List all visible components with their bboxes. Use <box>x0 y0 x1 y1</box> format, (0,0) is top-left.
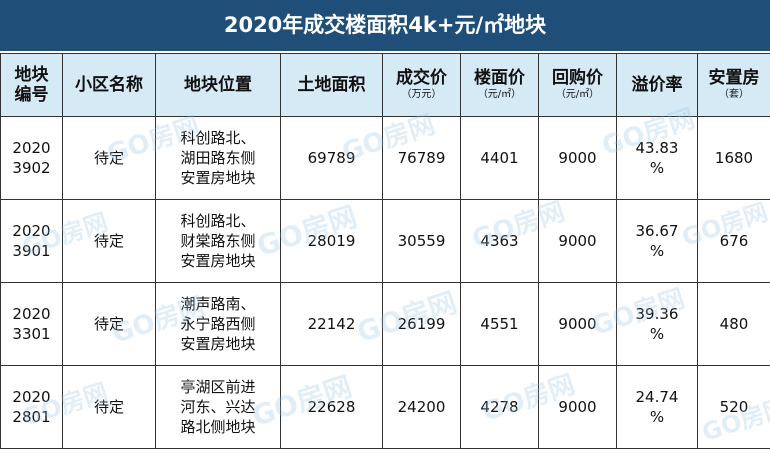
header-resettlement: 安置房 （套） <box>697 53 770 117</box>
cell-price: 24200 <box>382 365 461 449</box>
cell-floor-price: 4278 <box>460 365 539 449</box>
header-label: 小区名称 <box>75 75 143 95</box>
cell-resettlement: 676 <box>697 199 770 283</box>
header-plot-id: 地块 编号 <box>0 53 63 117</box>
header-community: 小区名称 <box>62 53 156 117</box>
header-label: 安置房 <box>708 68 760 88</box>
cell-premium: 39.36% <box>616 282 698 366</box>
cell-land-area: 22628 <box>280 365 383 449</box>
cell-floor-price: 4363 <box>460 199 539 283</box>
header-label: 成交价 <box>396 68 447 88</box>
header-label: 溢价率 <box>631 75 683 95</box>
cell-community: 待定 <box>62 365 156 449</box>
cell-floor-price: 4401 <box>460 116 539 200</box>
cell-price: 30559 <box>382 199 461 283</box>
cell-plot-id: 2020 3902 <box>0 116 63 200</box>
header-floor-price: 楼面价 （元/㎡） <box>460 53 539 117</box>
header-unit: （元/㎡） <box>477 89 522 100</box>
cell-land-area: 69789 <box>280 116 383 200</box>
header-label: 楼面价 <box>474 68 525 88</box>
cell-community: 待定 <box>62 282 156 366</box>
cell-price: 26199 <box>382 282 461 366</box>
cell-premium: 36.67% <box>616 199 698 283</box>
header-unit: （万元） <box>401 89 442 100</box>
cell-land-area: 22142 <box>280 282 383 366</box>
header-label: 地块位置 <box>184 75 252 95</box>
cell-location: 亭湖区前进 河东、兴达 路北侧地块 <box>155 365 281 449</box>
cell-buyback: 9000 <box>538 282 617 366</box>
header-location: 地块位置 <box>155 53 281 117</box>
header-price: 成交价 （万元） <box>382 53 461 117</box>
cell-location: 潮声路南、 永宁路西侧 安置房地块 <box>155 282 281 366</box>
cell-buyback: 9000 <box>538 365 617 449</box>
cell-resettlement: 480 <box>697 282 770 366</box>
cell-floor-price: 4551 <box>460 282 539 366</box>
cell-community: 待定 <box>62 199 156 283</box>
cell-land-area: 28019 <box>280 199 383 283</box>
cell-plot-id: 2020 3301 <box>0 282 63 366</box>
cell-premium: 43.83% <box>616 116 698 200</box>
header-unit: （套） <box>719 89 749 100</box>
cell-premium: 24.74% <box>616 365 698 449</box>
cell-location: 科创路北、 财棠路东侧 安置房地块 <box>155 199 281 283</box>
header-buyback: 回购价 （元/㎡） <box>538 53 617 117</box>
header-premium: 溢价率 <box>616 53 698 117</box>
cell-buyback: 9000 <box>538 116 617 200</box>
cell-plot-id: 2020 2801 <box>0 365 63 449</box>
table-row: 2020 3902 待定 科创路北、 湖田路东侧 安置房地块 69789 76789 4401 9… <box>0 116 770 200</box>
cell-resettlement: 520 <box>697 365 770 449</box>
header-label: 土地面积 <box>297 75 366 95</box>
cell-resettlement: 1680 <box>697 116 770 200</box>
header-unit: （元/㎡） <box>555 89 600 100</box>
cell-location: 科创路北、 湖田路东侧 安置房地块 <box>155 116 281 200</box>
header-label: 地块 编号 <box>14 65 49 105</box>
table-row: 2020 3301 待定 潮声路南、 永宁路西侧 安置房地块 22142 26199 4551 9… <box>0 282 770 366</box>
table-title: 2020年成交楼面积4k+元/㎡地块 <box>0 0 770 51</box>
header-row: 地块 编号 小区名称 地块位置 土地面积 成交价 （万元） 楼面价 （元/㎡） 回购价 （元/㎡）溢… <box>0 53 770 117</box>
cell-buyback: 9000 <box>538 199 617 283</box>
cell-community: 待定 <box>62 116 156 200</box>
table-row: 2020 3901 待定 科创路北、 财棠路东侧 安置房地块 28019 30559 4363 9… <box>0 199 770 283</box>
table-body: 2020 3902 待定 科创路北、 湖田路东侧 安置房地块 69789 76789 4401 9… <box>0 116 770 449</box>
land-transaction-table: 地块 编号 小区名称 地块位置 土地面积 成交价 （万元） 楼面价 （元/㎡） 回购价 （元/㎡）溢… <box>0 53 770 449</box>
header-label: 回购价 <box>552 68 603 88</box>
table-row: 2020 2801 待定 亭湖区前进 河东、兴达 路北侧地块 22628 24200 4278 9… <box>0 365 770 449</box>
header-land-area: 土地面积 <box>280 53 383 117</box>
cell-plot-id: 2020 3901 <box>0 199 63 283</box>
cell-price: 76789 <box>382 116 461 200</box>
